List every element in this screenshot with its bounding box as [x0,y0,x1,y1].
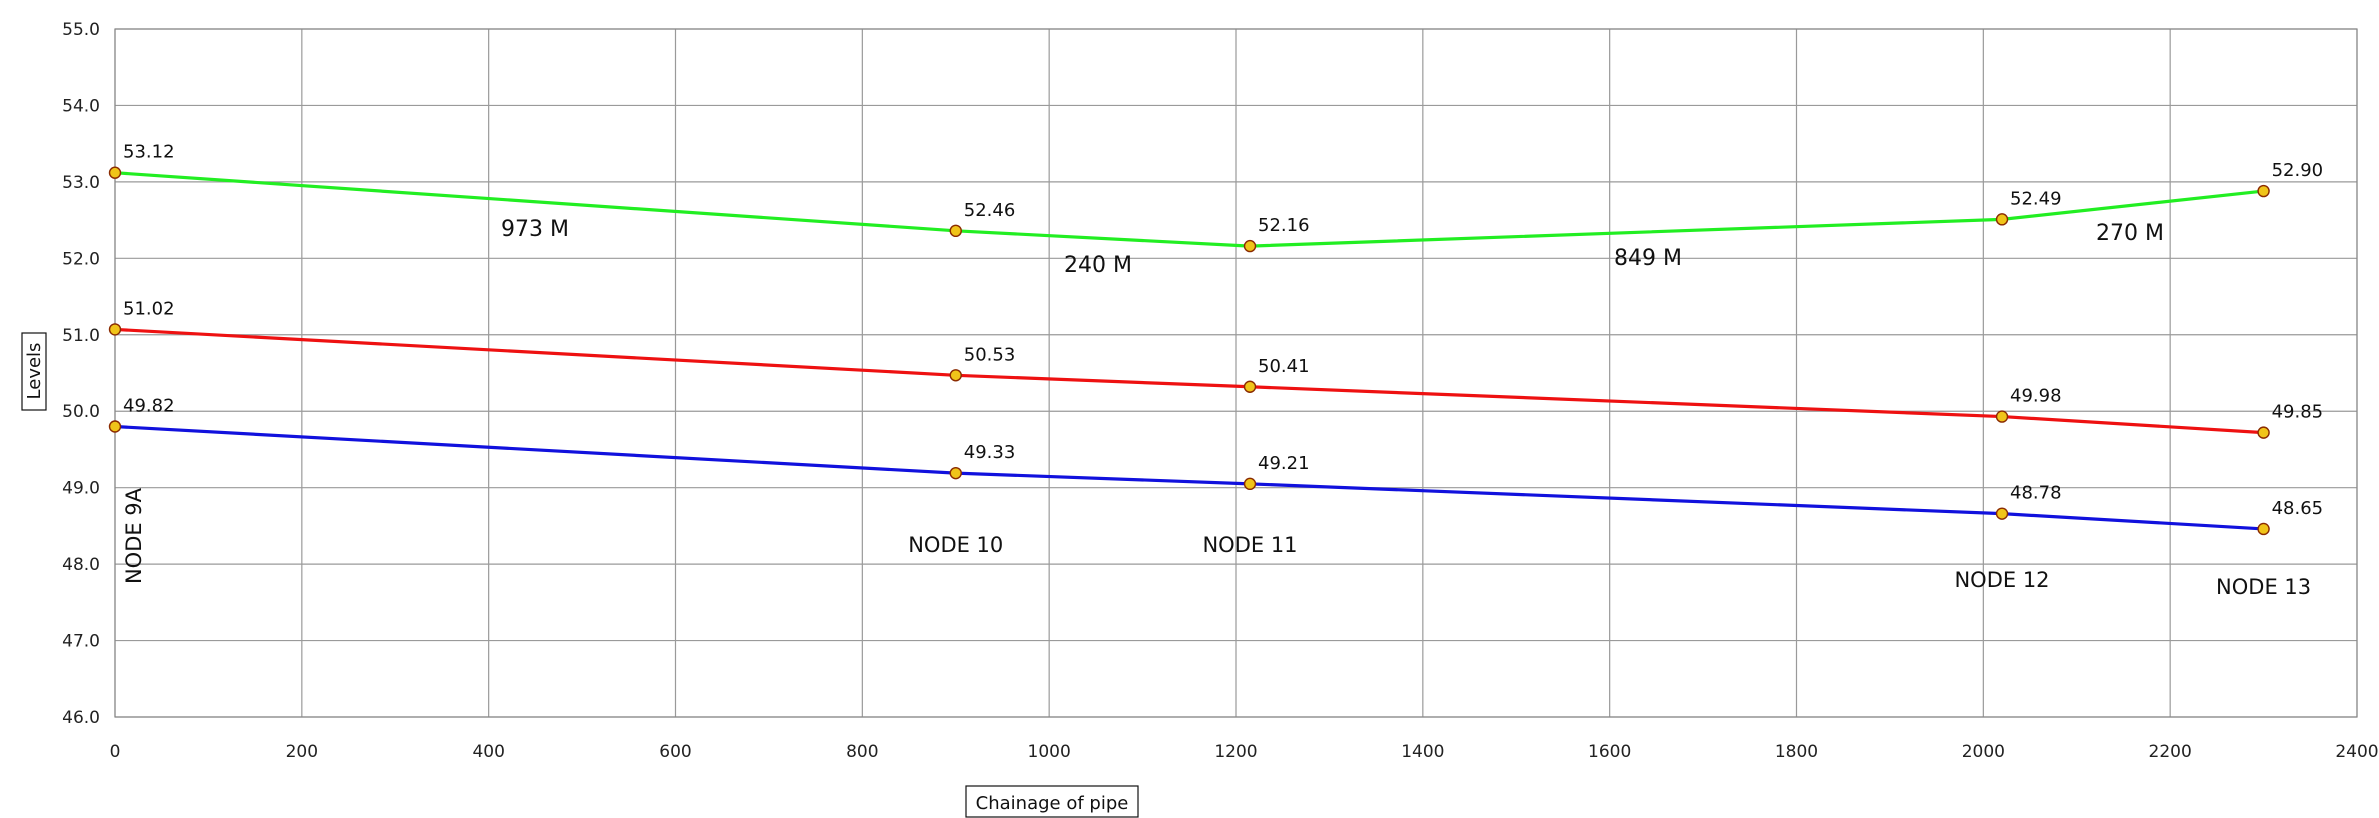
x-tick-label: 1400 [1401,742,1444,762]
data-point [949,466,962,480]
point-label: 49.85 [2272,402,2324,423]
data-point [1243,477,1257,491]
x-tick-label: 2400 [2335,742,2378,762]
data-point [1243,380,1257,393]
data-point [108,166,122,179]
point-label: 49.21 [1258,453,1310,474]
x-axis-label: Chainage of pipe [965,785,1139,818]
point-label: 52.49 [2010,188,2062,209]
series-line [114,327,2264,435]
series-markers [108,166,2270,536]
data-point [949,224,962,238]
data-point [2257,184,2270,198]
data-point [2257,426,2270,439]
data-point [2257,522,2270,536]
x-tick-label: 1200 [1214,742,1257,762]
x-tick-label: 200 [286,742,318,762]
x-tick-label: 1000 [1028,742,1071,762]
y-tick-label: 54.0 [62,96,100,116]
segment-length-label: 973 M [501,217,569,242]
node-label: NODE 9A [122,487,146,584]
data-point [1995,410,2009,423]
data-point [1995,213,2009,226]
y-tick-label: 53.0 [62,173,100,193]
y-axis-label-text: Levels [24,343,45,400]
point-label: 49.82 [123,396,175,417]
point-label: 52.46 [964,200,1016,221]
data-point [1243,239,1257,253]
point-label: 50.53 [964,344,1016,365]
point-label: 49.98 [2010,386,2062,407]
node-label: NODE 11 [1202,533,1297,557]
segment-length-label: 849 M [1614,246,1682,271]
node-labels: NODE 9A NODE 10 NODE 11 NODE 12 NODE 13 [122,487,2311,599]
node-label: NODE 10 [908,533,1003,557]
data-point [108,323,122,336]
data-point [1995,507,2009,520]
y-tick-label: 52.0 [62,249,100,269]
y-tick-label: 46.0 [62,708,100,728]
y-tick-label: 55.0 [62,20,100,40]
plot-frame [114,28,2358,718]
y-axis-label: Levels [21,332,47,411]
series-lines [114,171,2264,531]
x-tick-label: 600 [659,742,691,762]
x-tick-label: 1600 [1588,742,1631,762]
segment-length-label: 270 M [2096,221,2164,246]
y-tick-label: 47.0 [62,632,100,652]
series-line [114,171,2264,248]
x-tick-label: 2200 [2149,742,2192,762]
point-label: 51.02 [123,298,175,319]
x-tick-label: 0 [110,742,121,762]
segment-length-label: 240 M [1064,253,1132,278]
data-point [949,369,962,382]
segment-length-labels: 973 M 240 M 849 M 270 M [501,217,2164,278]
point-label: 52.16 [1258,215,1310,236]
y-tick-label: 51.0 [62,326,100,346]
x-axis-label-text: Chainage of pipe [976,793,1129,814]
series-line [114,424,2264,531]
x-tick-labels: 0 200 400 600 800 1000 1200 1400 1600 1800 2000 220… [110,742,2379,762]
point-label: 48.78 [2010,483,2062,504]
point-label: 52.90 [2272,160,2324,181]
data-point [108,420,122,433]
point-label: 53.12 [123,142,175,163]
point-label: 50.41 [1258,356,1310,377]
y-tick-labels: 46.0 47.0 48.0 49.0 50.0 51.0 52.0 53.0 54.0 55.0 [62,20,100,728]
point-label: 49.33 [964,442,1016,463]
node-label: NODE 12 [1954,568,2049,592]
y-tick-label: 50.0 [62,402,100,422]
y-tick-label: 48.0 [62,555,100,575]
y-tick-label: 49.0 [62,479,100,499]
node-label: NODE 13 [2216,575,2311,599]
x-tick-label: 1800 [1775,742,1818,762]
grid [114,28,2358,718]
point-label: 48.65 [2272,498,2324,519]
x-tick-label: 800 [846,742,878,762]
point-labels: 53.12 52.46 52.16 52.49 52.90 51.02 50.53 50.41… [123,142,2323,519]
x-tick-label: 400 [472,742,504,762]
x-tick-label: 2000 [1962,742,2005,762]
